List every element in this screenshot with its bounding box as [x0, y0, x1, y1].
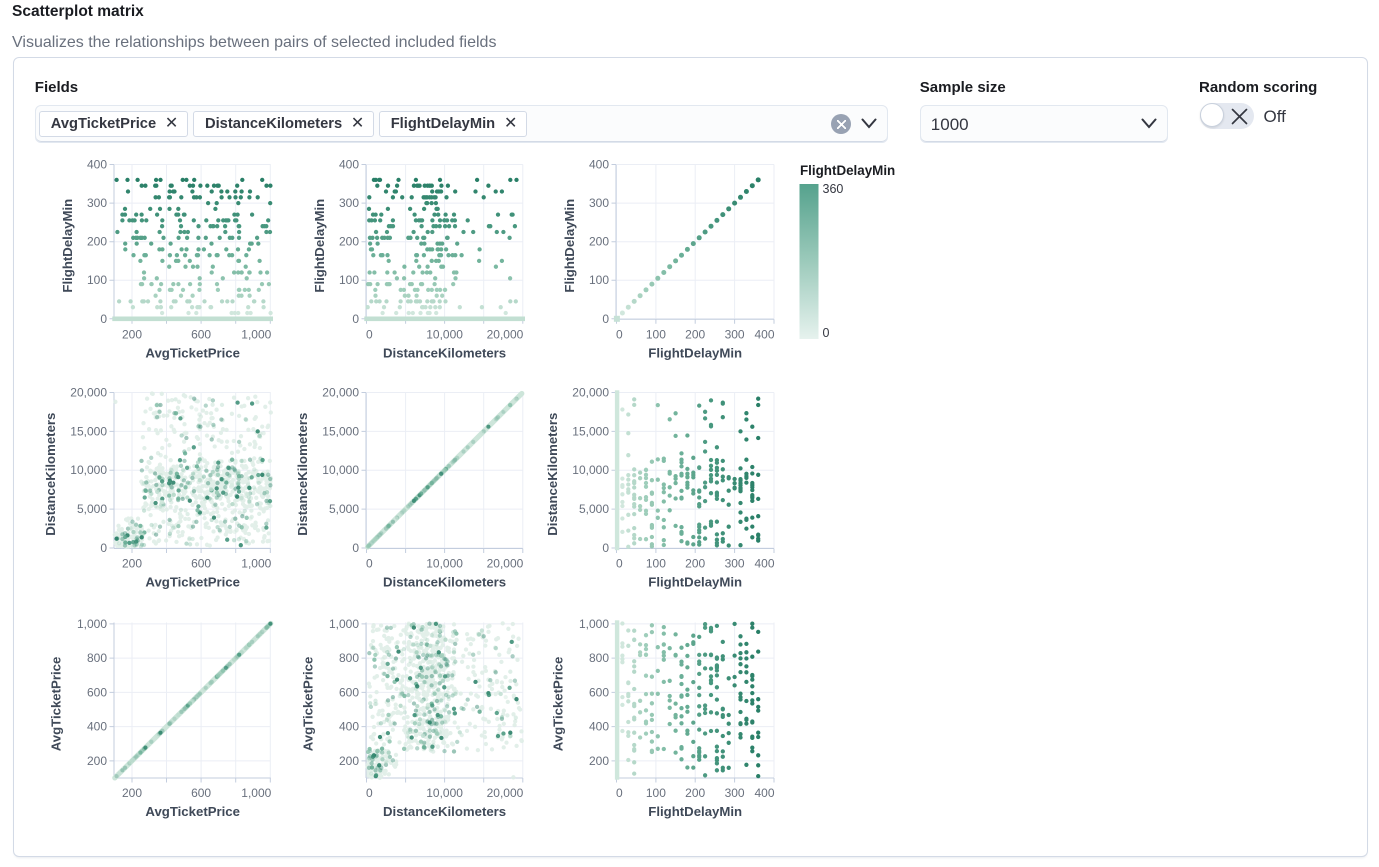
svg-text:0: 0 — [366, 327, 373, 341]
svg-text:300: 300 — [725, 327, 745, 341]
svg-text:FlightDelayMin: FlightDelayMin — [312, 199, 327, 293]
svg-text:400: 400 — [339, 720, 359, 734]
svg-text:1,000: 1,000 — [329, 617, 359, 631]
svg-text:800: 800 — [339, 651, 359, 665]
svg-text:5,000: 5,000 — [329, 502, 359, 516]
svg-text:0: 0 — [100, 541, 107, 555]
svg-text:400: 400 — [87, 158, 107, 172]
svg-text:200: 200 — [87, 235, 107, 249]
svg-text:1,000: 1,000 — [77, 617, 107, 631]
svg-text:600: 600 — [339, 685, 359, 699]
svg-text:0: 0 — [602, 312, 609, 326]
svg-text:AvgTicketPrice: AvgTicketPrice — [145, 345, 240, 360]
svg-text:100: 100 — [87, 273, 107, 287]
svg-text:600: 600 — [191, 786, 211, 800]
svg-text:0: 0 — [100, 312, 107, 326]
svg-text:200: 200 — [122, 327, 142, 341]
svg-text:100: 100 — [589, 273, 609, 287]
svg-text:400: 400 — [754, 786, 774, 800]
svg-text:200: 200 — [339, 235, 359, 249]
svg-text:100: 100 — [646, 327, 666, 341]
svg-text:600: 600 — [191, 557, 211, 571]
svg-text:800: 800 — [87, 651, 107, 665]
svg-text:20,000: 20,000 — [487, 557, 524, 571]
svg-text:20,000: 20,000 — [487, 786, 524, 800]
svg-text:200: 200 — [87, 754, 107, 768]
svg-text:100: 100 — [339, 273, 359, 287]
svg-text:400: 400 — [589, 720, 609, 734]
svg-text:100: 100 — [646, 557, 666, 571]
svg-text:FlightDelayMin: FlightDelayMin — [648, 804, 742, 819]
svg-text:600: 600 — [191, 327, 211, 341]
svg-text:0: 0 — [352, 312, 359, 326]
svg-text:5,000: 5,000 — [579, 502, 609, 516]
svg-text:1,000: 1,000 — [241, 786, 271, 800]
svg-text:DistanceKilometers: DistanceKilometers — [383, 575, 506, 590]
svg-text:10,000: 10,000 — [426, 786, 463, 800]
svg-text:DistanceKilometers: DistanceKilometers — [43, 413, 58, 536]
svg-text:20,000: 20,000 — [572, 386, 609, 400]
svg-text:15,000: 15,000 — [572, 424, 609, 438]
svg-text:400: 400 — [339, 158, 359, 172]
svg-text:10,000: 10,000 — [426, 327, 463, 341]
svg-text:DistanceKilometers: DistanceKilometers — [383, 804, 506, 819]
svg-text:1,000: 1,000 — [579, 617, 609, 631]
svg-text:600: 600 — [87, 685, 107, 699]
svg-text:0: 0 — [352, 541, 359, 555]
svg-text:600: 600 — [589, 685, 609, 699]
svg-text:0: 0 — [366, 786, 373, 800]
svg-text:400: 400 — [754, 557, 774, 571]
svg-text:20,000: 20,000 — [322, 386, 359, 400]
svg-text:15,000: 15,000 — [70, 424, 107, 438]
svg-text:200: 200 — [685, 786, 705, 800]
svg-text:0: 0 — [616, 786, 623, 800]
svg-text:400: 400 — [589, 158, 609, 172]
svg-text:200: 200 — [589, 235, 609, 249]
svg-text:300: 300 — [589, 196, 609, 210]
svg-text:FlightDelayMin: FlightDelayMin — [562, 199, 577, 293]
svg-text:200: 200 — [339, 754, 359, 768]
svg-text:200: 200 — [685, 557, 705, 571]
svg-text:10,000: 10,000 — [322, 463, 359, 477]
svg-text:20,000: 20,000 — [487, 327, 524, 341]
svg-text:DistanceKilometers: DistanceKilometers — [295, 413, 310, 536]
svg-text:10,000: 10,000 — [426, 557, 463, 571]
svg-text:360: 360 — [823, 182, 844, 196]
svg-text:AvgTicketPrice: AvgTicketPrice — [145, 804, 240, 819]
svg-text:20,000: 20,000 — [70, 386, 107, 400]
svg-text:200: 200 — [589, 754, 609, 768]
svg-text:300: 300 — [87, 196, 107, 210]
svg-text:5,000: 5,000 — [77, 502, 107, 516]
svg-text:200: 200 — [685, 327, 705, 341]
svg-text:FlightDelayMin: FlightDelayMin — [648, 575, 742, 590]
svg-text:1,000: 1,000 — [241, 557, 271, 571]
svg-text:0: 0 — [602, 541, 609, 555]
svg-text:FlightDelayMin: FlightDelayMin — [60, 199, 75, 293]
svg-text:0: 0 — [823, 326, 830, 340]
svg-text:0: 0 — [616, 327, 623, 341]
svg-text:400: 400 — [87, 720, 107, 734]
svg-text:FlightDelayMin: FlightDelayMin — [648, 345, 742, 360]
svg-text:AvgTicketPrice: AvgTicketPrice — [301, 657, 316, 752]
svg-text:FlightDelayMin: FlightDelayMin — [800, 163, 895, 178]
svg-text:AvgTicketPrice: AvgTicketPrice — [49, 657, 64, 752]
svg-text:0: 0 — [366, 557, 373, 571]
svg-text:1,000: 1,000 — [241, 327, 271, 341]
svg-text:200: 200 — [122, 786, 142, 800]
svg-text:0: 0 — [616, 557, 623, 571]
svg-text:15,000: 15,000 — [322, 424, 359, 438]
svg-text:200: 200 — [122, 557, 142, 571]
svg-text:300: 300 — [725, 557, 745, 571]
svg-text:AvgTicketPrice: AvgTicketPrice — [551, 657, 566, 752]
svg-text:AvgTicketPrice: AvgTicketPrice — [145, 575, 240, 590]
svg-text:100: 100 — [646, 786, 666, 800]
svg-text:400: 400 — [754, 327, 774, 341]
svg-text:DistanceKilometers: DistanceKilometers — [383, 345, 506, 360]
svg-text:800: 800 — [589, 651, 609, 665]
svg-text:10,000: 10,000 — [572, 463, 609, 477]
svg-text:300: 300 — [339, 196, 359, 210]
svg-text:10,000: 10,000 — [70, 463, 107, 477]
svg-text:DistanceKilometers: DistanceKilometers — [545, 413, 560, 536]
svg-text:300: 300 — [725, 786, 745, 800]
